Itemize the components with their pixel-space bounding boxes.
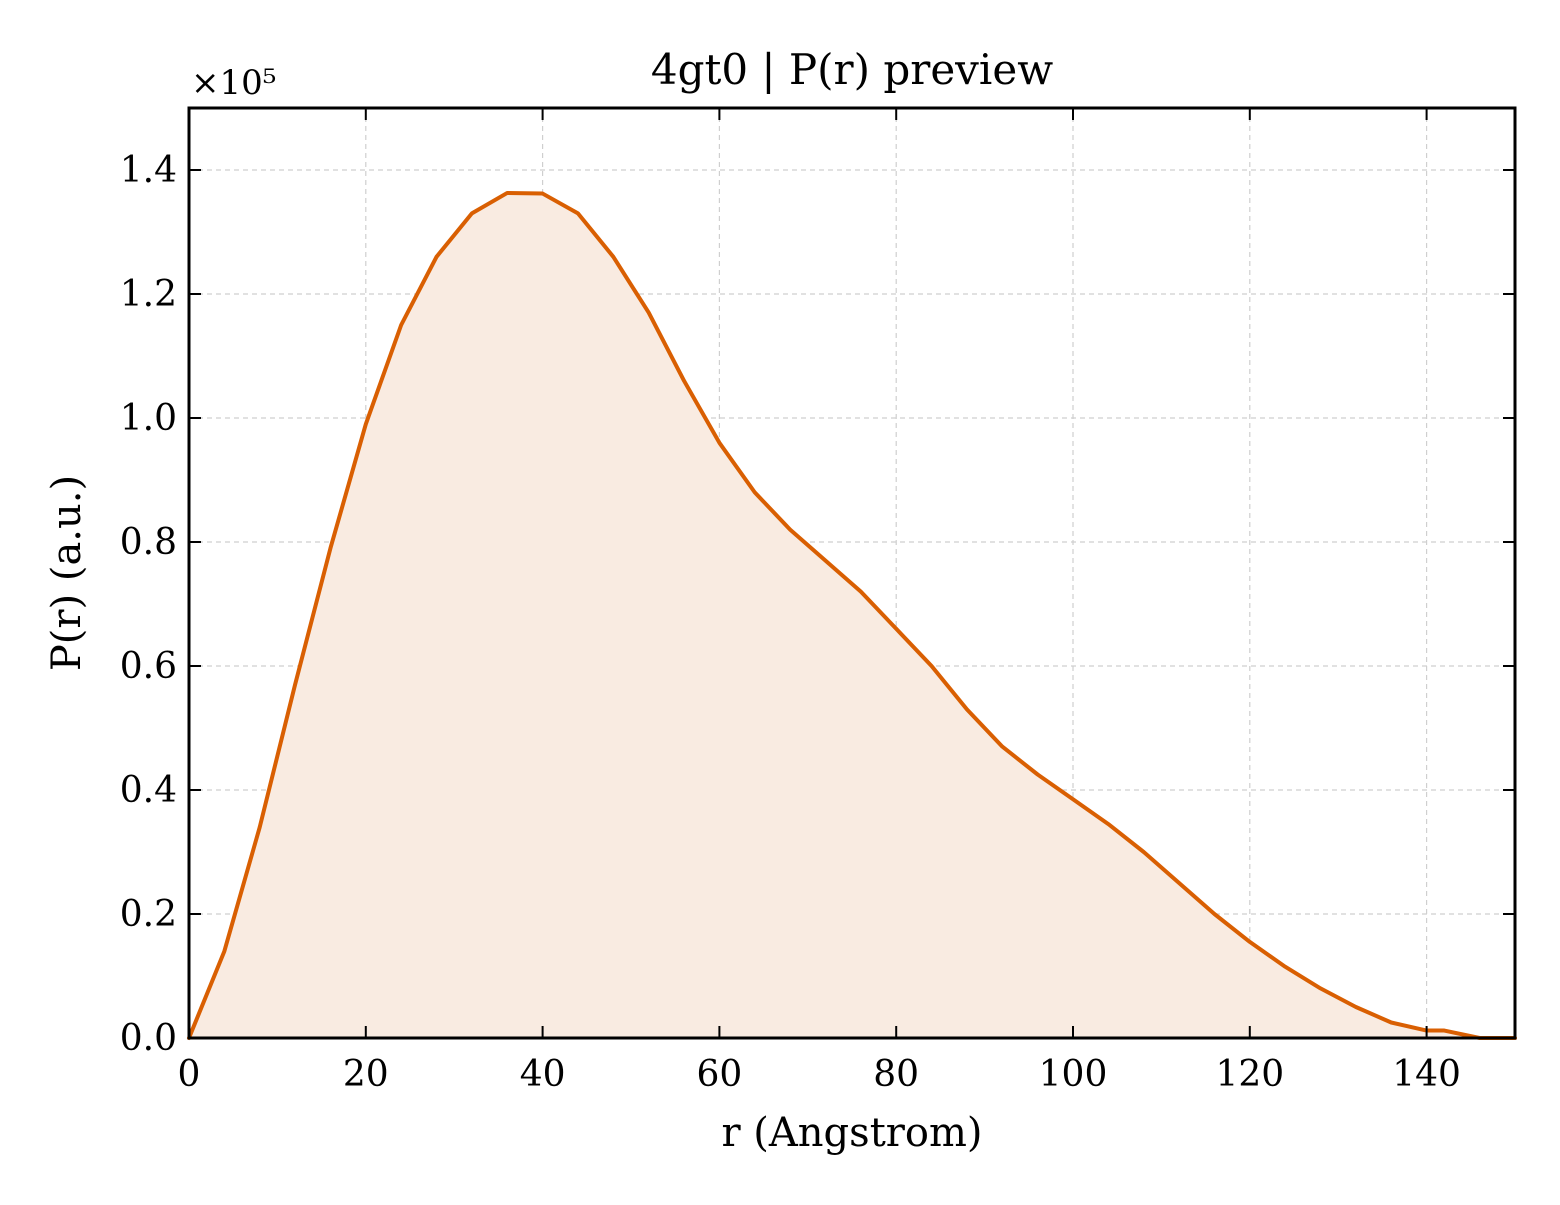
y-tick-label: 1.4 xyxy=(120,150,177,191)
x-tick-label: 20 xyxy=(343,1054,389,1095)
y-axis-multiplier: ×10⁵ xyxy=(191,63,276,103)
y-tick-label: 0.0 xyxy=(120,1018,177,1059)
y-tick-label: 0.4 xyxy=(120,770,177,811)
y-tick-label: 0.8 xyxy=(120,522,177,563)
plot-frame xyxy=(187,106,1517,1040)
x-tick-label: 0 xyxy=(178,1054,201,1095)
x-tick-label: 80 xyxy=(873,1054,919,1095)
series-line xyxy=(187,190,1517,1040)
y-tick-label: 0.2 xyxy=(120,894,177,935)
y-tick-label: 0.6 xyxy=(120,646,177,687)
y-tick-label: 1.0 xyxy=(120,398,177,439)
ticks: 0 20 40 60 80 100 120 140 0.0 0.2 0.4 0.6 0.8 1.0 1.2 1… xyxy=(120,108,1515,1095)
x-tick-label: 100 xyxy=(1039,1054,1108,1095)
y-axis-label: P(r) (a.u.) xyxy=(44,475,90,671)
y-tick-label: 1.2 xyxy=(120,274,177,315)
x-tick-label: 120 xyxy=(1215,1054,1284,1095)
x-tick-label: 60 xyxy=(696,1054,742,1095)
chart-title: 4gt0 | P(r) preview xyxy=(651,45,1053,94)
area-fill xyxy=(189,192,1515,1038)
x-tick-label: 140 xyxy=(1392,1054,1461,1095)
x-tick-label: 40 xyxy=(520,1054,566,1095)
x-axis-label: r (Angstrom) xyxy=(721,1110,982,1156)
